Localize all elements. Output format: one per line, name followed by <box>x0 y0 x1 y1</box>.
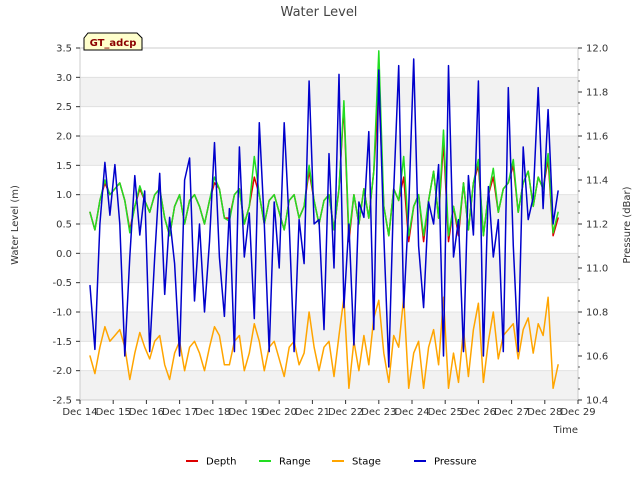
background-band <box>80 370 578 400</box>
y-tick-label: 1.5 <box>56 161 72 172</box>
y-tick-label: 0.0 <box>56 249 72 260</box>
dataset-badge: GT_adcp <box>83 32 143 51</box>
x-tick-label: Dec 27 <box>494 407 529 418</box>
right-axis-ticks: 10.4 10.6 10.8 11.0 11.2 11.4 11.6 11.8 12.0 <box>578 44 608 407</box>
legend-label-stage: Stage <box>352 457 381 468</box>
badge-box <box>83 32 143 51</box>
y-tick-label: 0.5 <box>56 220 72 231</box>
y2-tick-label: 12.0 <box>586 44 608 55</box>
x-tick-label: Dec 25 <box>428 407 463 418</box>
background-band <box>80 77 578 107</box>
y2-tick-label: 10.6 <box>586 352 608 363</box>
x-tick-label: Dec 22 <box>328 407 363 418</box>
x-tick-label: Dec 14 <box>62 407 97 418</box>
y-tick-label: -2.0 <box>52 366 72 377</box>
y2-tick-label: 11.0 <box>586 264 608 275</box>
y2-tick-label: 10.4 <box>586 396 608 407</box>
y2-tick-label: 11.8 <box>586 88 608 99</box>
x-tick-label: Dec 17 <box>162 407 197 418</box>
chart-title: Water Level <box>281 5 358 20</box>
series-lines <box>89 50 559 390</box>
series-line-pressure <box>89 58 559 368</box>
y-axis-label: Water Level (m) <box>10 185 21 265</box>
badge-label: GT_adcp <box>90 38 137 49</box>
left-axis-ticks: -2.5 -2.0 -1.5 -1.0 -0.5 0.0 0.5 1.0 1.5 2.0 2.5 3.… <box>52 44 80 407</box>
x-tick-label: Dec 18 <box>195 407 230 418</box>
y-tick-label: 2.0 <box>56 132 72 143</box>
x-tick-label: Dec 20 <box>262 407 297 418</box>
x-tick-label: Dec 23 <box>361 407 396 418</box>
legend-label-depth: Depth <box>206 457 236 468</box>
y2-tick-label: 10.8 <box>586 308 608 319</box>
x-tick-label: Dec 26 <box>461 407 496 418</box>
legend-label-pressure: Pressure <box>434 457 477 468</box>
x-tick-label: Dec 24 <box>394 407 429 418</box>
x-tick-label: Dec 29 <box>560 407 595 418</box>
y-tick-label: -1.0 <box>52 308 72 319</box>
x-tick-label: Dec 15 <box>96 407 131 418</box>
y-tick-label: -2.5 <box>52 396 72 407</box>
x-axis-label: Time <box>553 425 578 436</box>
y-tick-label: 1.0 <box>56 190 72 201</box>
legend-label-range: Range <box>279 457 311 468</box>
y2-tick-label: 11.6 <box>586 132 608 143</box>
y2-axis-label: Pressure (dBar) <box>622 186 633 263</box>
x-tick-label: Dec 19 <box>228 407 263 418</box>
x-tick-label: Dec 28 <box>527 407 562 418</box>
y-tick-label: 2.5 <box>56 102 72 113</box>
y2-tick-label: 11.4 <box>586 176 608 187</box>
series-line-stage <box>89 296 559 390</box>
y-tick-label: 3.5 <box>56 44 72 55</box>
y2-tick-label: 11.2 <box>586 220 608 231</box>
y-tick-label: 3.0 <box>56 73 72 84</box>
y-tick-label: -0.5 <box>52 278 72 289</box>
x-tick-label: Dec 21 <box>295 407 330 418</box>
y-tick-label: -1.5 <box>52 337 72 348</box>
legend: Depth Range Stage Pressure <box>186 457 477 468</box>
x-tick-label: Dec 16 <box>129 407 164 418</box>
